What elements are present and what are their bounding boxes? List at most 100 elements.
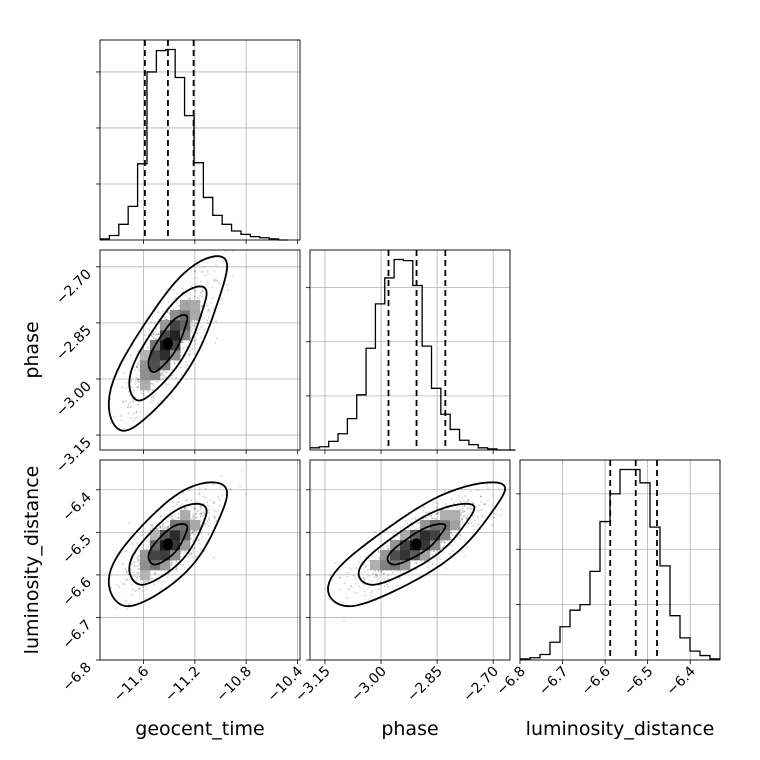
- scatter-point: [220, 297, 223, 300]
- scatter-point: [109, 422, 112, 424]
- grid: [100, 40, 300, 240]
- scatter-point: [161, 371, 164, 374]
- scatter-point: [463, 555, 465, 558]
- scatter-point: [213, 509, 215, 512]
- scatter-point: [245, 493, 248, 496]
- scatter-point: [125, 387, 128, 389]
- scatter-point: [182, 563, 185, 566]
- scatter-point: [481, 508, 484, 511]
- scatter-point: [443, 544, 446, 547]
- scatter-point: [445, 508, 448, 510]
- scatter-point: [461, 510, 464, 512]
- density-peak: [162, 538, 173, 551]
- scatter-point: [134, 564, 137, 567]
- scatter-point: [137, 559, 140, 562]
- scatter-point: [136, 366, 139, 369]
- scatter-point: [329, 574, 331, 577]
- scatter-point: [138, 555, 140, 557]
- scatter-point: [128, 394, 131, 397]
- scatter-point: [461, 505, 464, 508]
- scatter-point: [432, 563, 434, 566]
- scatter-point: [192, 539, 194, 542]
- scatter-point: [125, 382, 128, 384]
- scatter-point: [172, 289, 175, 291]
- scatter-point: [181, 503, 184, 506]
- scatter-point: [365, 566, 367, 569]
- scatter-point: [163, 404, 165, 407]
- scatter-point: [195, 516, 198, 519]
- scatter-point: [463, 515, 466, 517]
- scatter-point: [152, 524, 154, 527]
- scatter-point: [370, 591, 373, 594]
- scatter-point: [377, 578, 380, 580]
- scatter-point: [191, 348, 194, 350]
- scatter-point: [398, 577, 401, 579]
- scatter-point: [184, 550, 187, 552]
- scatter-point: [218, 504, 221, 507]
- scatter-point: [128, 522, 131, 524]
- scatter-point: [427, 561, 430, 564]
- scatter-point: [155, 327, 158, 330]
- scatter-point: [137, 587, 140, 590]
- scatter-point: [200, 304, 203, 307]
- scatter-point: [196, 297, 199, 299]
- scatter-point: [362, 563, 365, 566]
- scatter-point: [479, 509, 482, 511]
- scatter-point: [151, 395, 154, 397]
- scatter-point: [171, 515, 173, 518]
- density-cell: [420, 540, 431, 551]
- scatter-point: [459, 537, 461, 540]
- density-cell: [380, 550, 391, 561]
- scatter-point: [193, 547, 196, 550]
- x-tick-label: −6.5: [621, 664, 656, 699]
- scatter-point: [431, 517, 434, 520]
- scatter-point: [379, 570, 382, 573]
- scatter-point: [122, 583, 125, 585]
- scatter-point: [137, 385, 140, 388]
- scatter-point: [191, 552, 194, 555]
- scatter-point: [445, 503, 448, 505]
- scatter-point: [341, 601, 344, 604]
- scatter-point: [198, 492, 201, 495]
- scatter-point: [444, 490, 446, 493]
- scatter-point: [441, 540, 444, 543]
- scatter-point: [425, 517, 428, 519]
- scatter-point: [364, 594, 367, 597]
- scatter-point: [194, 342, 197, 345]
- scatter-point: [213, 279, 216, 281]
- scatter-point: [472, 524, 475, 527]
- scatter-point: [167, 525, 170, 528]
- scatter-point: [179, 366, 182, 369]
- scatter-point: [199, 508, 202, 511]
- density-cell: [400, 540, 411, 551]
- scatter-point: [171, 395, 174, 398]
- scatter-point: [217, 281, 220, 284]
- scatter-point: [159, 399, 162, 402]
- scatter-point: [486, 483, 488, 486]
- scatter-point: [373, 530, 376, 533]
- scatter-point: [138, 597, 141, 599]
- scatter-point: [144, 597, 147, 600]
- contour-line: [327, 481, 507, 608]
- panel-background: [310, 250, 510, 450]
- scatter-point: [213, 280, 216, 282]
- scatter-point: [376, 574, 379, 577]
- scatter-point: [219, 283, 222, 286]
- scatter-point: [152, 333, 155, 336]
- scatter-point: [121, 386, 124, 389]
- scatter-point: [422, 509, 425, 512]
- scatter-point: [450, 532, 453, 534]
- scatter-point: [133, 419, 135, 422]
- scatter-point: [206, 281, 209, 284]
- density-cell: [400, 530, 411, 541]
- x-tick-label: −11.6: [111, 663, 153, 705]
- scatter-point: [387, 548, 390, 551]
- scatter-point: [207, 525, 210, 527]
- scatter-point: [118, 586, 121, 588]
- scatter-point: [460, 512, 463, 514]
- scatter-point: [124, 599, 127, 602]
- scatter-point: [346, 571, 349, 574]
- scatter-point: [377, 569, 380, 572]
- scatter-point: [135, 376, 138, 379]
- scatter-point: [194, 295, 196, 298]
